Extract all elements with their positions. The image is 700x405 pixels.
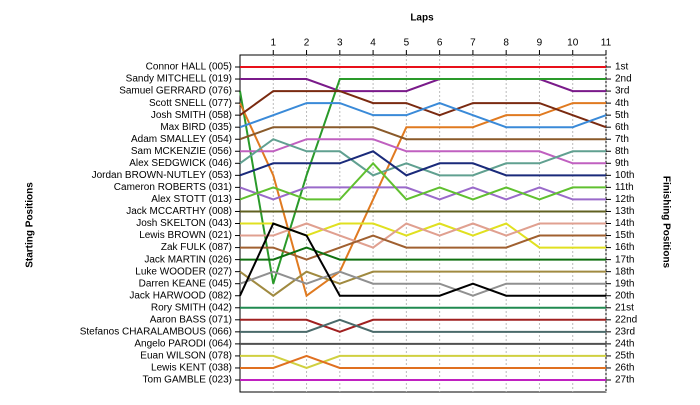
y-tick-label: 7th	[615, 134, 629, 145]
y-tick-label: 26th	[615, 363, 634, 374]
y-tick-label: 23rd	[615, 326, 635, 337]
y-tick-label: 24th	[615, 339, 634, 350]
legend-label: Euan WILSON (078)	[140, 351, 232, 362]
legend-label: Lewis KENT (038)	[151, 363, 232, 374]
y-tick-label: 15th	[615, 230, 634, 241]
lap-line	[240, 354, 606, 369]
y-tick-label: 25th	[615, 351, 634, 362]
legend-label: Jack HARWOOD (082)	[129, 290, 232, 301]
legend-label: Jack MCCARTHY (008)	[126, 206, 232, 217]
y-tick-label: 21st	[615, 302, 634, 313]
legend-label: Aaron BASS (071)	[150, 314, 232, 325]
legend-label: Luke WOODER (027)	[135, 266, 232, 277]
x-tick-label: 6	[437, 38, 443, 49]
y-tick-label: 6th	[615, 122, 629, 133]
lap-line	[239, 270, 606, 297]
lap-line	[240, 318, 606, 333]
lap-line	[239, 150, 606, 177]
x-tick-label: 8	[503, 38, 509, 49]
lap-line	[240, 246, 606, 261]
y-tick-label: 1st	[615, 62, 629, 73]
x-tick-label: 3	[337, 38, 343, 49]
x-tick-label: 7	[470, 38, 476, 49]
legend-label: Connor HALL (005)	[146, 62, 232, 73]
legend-label: Zak FULK (087)	[161, 242, 232, 253]
x-tick-label: 9	[537, 38, 543, 49]
lap-line	[240, 78, 606, 93]
legend-label: Rory SMITH (042)	[151, 302, 232, 313]
legend-label: Sandy MITCHELL (019)	[126, 74, 232, 85]
lap-line	[239, 78, 606, 284]
y-tick-label: 22nd	[615, 314, 637, 325]
y-tick-label: 20th	[615, 290, 634, 301]
legend-label: Stefanos CHARALAMBOUS (066)	[80, 326, 232, 337]
legend-label: Adam SMALLEY (054)	[131, 134, 232, 145]
y-tick-label: 4th	[615, 98, 629, 109]
chart-title: Laps	[410, 13, 434, 24]
lap-line	[239, 222, 606, 297]
legend-label: Sam MCKENZIE (056)	[131, 146, 232, 157]
lap-line	[240, 354, 606, 370]
x-tick-label: 11	[601, 38, 612, 49]
y-tick-label: 8th	[615, 146, 629, 157]
lap-line	[240, 318, 606, 333]
legend-label: Jack MARTIN (026)	[144, 254, 232, 265]
lap-line	[239, 102, 607, 129]
x-tick-label: 2	[304, 38, 310, 49]
legend-label: Josh SKELTON (043)	[136, 218, 232, 229]
y2-axis-label: Finishing Positions	[660, 176, 671, 269]
y-tick-label: 10th	[615, 170, 634, 181]
y-tick-label: 5th	[615, 110, 629, 121]
y-tick-label: 12th	[615, 194, 634, 205]
y-tick-label: 19th	[615, 278, 634, 289]
legend-label: Josh SMITH (058)	[151, 110, 232, 121]
lap-line	[239, 270, 606, 297]
legend-label: Alex SEDGWICK (046)	[129, 158, 232, 169]
y-tick-label: 14th	[615, 218, 634, 229]
lap-line	[239, 161, 606, 201]
y-tick-label: 13th	[615, 206, 634, 217]
lap-line	[239, 126, 606, 141]
legend-label: Lewis BROWN (021)	[139, 230, 232, 241]
x-tick-label: 1	[270, 38, 276, 49]
legend-label: Samuel GERRARD (076)	[119, 86, 232, 97]
y-tick-label: 17th	[615, 254, 634, 265]
y-tick-label: 27th	[615, 375, 634, 386]
y-tick-label: 2nd	[615, 74, 632, 85]
y-tick-label: 9th	[615, 158, 629, 169]
lap-line	[240, 222, 606, 249]
legend-label: Tom GAMBLE (023)	[143, 375, 232, 386]
lap-line	[240, 234, 606, 261]
legend-label: Scott SNELL (077)	[149, 98, 232, 109]
legend-label: Cameron ROBERTS (031)	[114, 182, 232, 193]
y-axis-label: Starting Positions	[25, 182, 36, 268]
y-tick-label: 3rd	[615, 86, 629, 97]
x-tick-label: 10	[567, 38, 579, 49]
y-tick-label: 18th	[615, 266, 634, 277]
y-tick-label: 16th	[615, 242, 634, 253]
legend-label: Darren KEANE (045)	[139, 278, 232, 289]
lap-line	[240, 138, 606, 165]
legend-label: Alex STOTT (013)	[151, 194, 232, 205]
legend-label: Angelo PARODI (064)	[134, 339, 232, 350]
x-tick-label: 4	[370, 38, 376, 49]
x-tick-label: 5	[404, 38, 410, 49]
legend-label: Jordan BROWN-NUTLEY (053)	[92, 170, 232, 181]
legend-label: Max BIRD (035)	[160, 122, 232, 133]
y-tick-label: 11th	[615, 182, 634, 193]
